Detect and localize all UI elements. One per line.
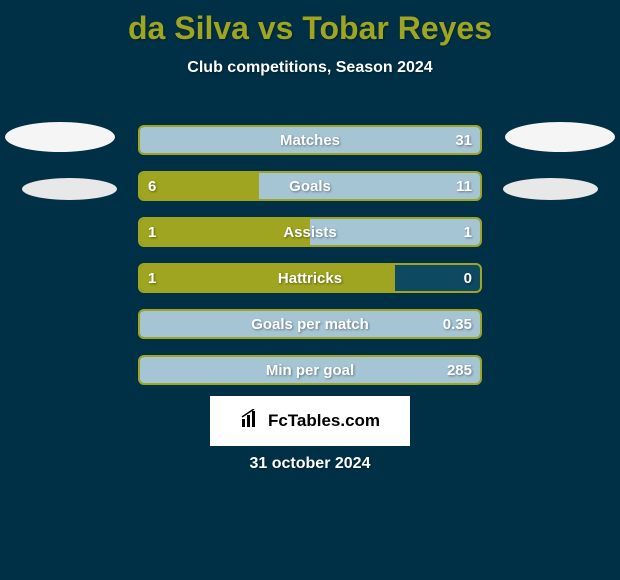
- stats-area: Matches31Goals611Assists11Hattricks10Goa…: [138, 125, 482, 401]
- stat-label: Goals per match: [140, 311, 480, 337]
- comparison-card: da Silva vs Tobar Reyes Club competition…: [0, 0, 620, 580]
- stat-row: Goals6 11: [138, 171, 482, 201]
- stat-row: Min per goal285: [138, 355, 482, 385]
- stat-label: Goals: [140, 173, 480, 199]
- page-title: da Silva vs Tobar Reyes: [0, 0, 620, 47]
- stat-value-right: 0: [464, 265, 472, 291]
- player2-photo: [505, 122, 615, 152]
- player1-flag: [22, 178, 117, 200]
- stat-value-right: 285: [447, 357, 472, 383]
- stat-value-left: 6: [148, 173, 156, 199]
- stat-value-left: 1: [148, 265, 156, 291]
- date-label: 31 october 2024: [0, 455, 620, 473]
- watermark-text: FcTables.com: [268, 411, 380, 431]
- player1-photo: [5, 122, 115, 152]
- player2-flag: [503, 178, 598, 200]
- stat-value-right: 1: [464, 219, 472, 245]
- stat-row: Goals per match0.35: [138, 309, 482, 339]
- stat-row: Assists1 1: [138, 217, 482, 247]
- chart-icon: [240, 409, 262, 433]
- stat-label: Assists: [140, 219, 480, 245]
- stat-value-right: 11: [456, 173, 472, 199]
- title-player2: Tobar Reyes: [302, 10, 492, 46]
- title-vs: vs: [258, 10, 294, 46]
- stat-row: Matches31: [138, 125, 482, 155]
- subtitle: Club competitions, Season 2024: [0, 59, 620, 77]
- title-player1: da Silva: [128, 10, 249, 46]
- stat-label: Matches: [140, 127, 480, 153]
- stat-label: Hattricks: [140, 265, 480, 291]
- stat-row: Hattricks1 0: [138, 263, 482, 293]
- stat-value-right: 0.35: [443, 311, 472, 337]
- stat-value-right: 31: [455, 127, 472, 153]
- stat-label: Min per goal: [140, 357, 480, 383]
- stat-value-left: 1: [148, 219, 156, 245]
- watermark: FcTables.com: [210, 396, 410, 446]
